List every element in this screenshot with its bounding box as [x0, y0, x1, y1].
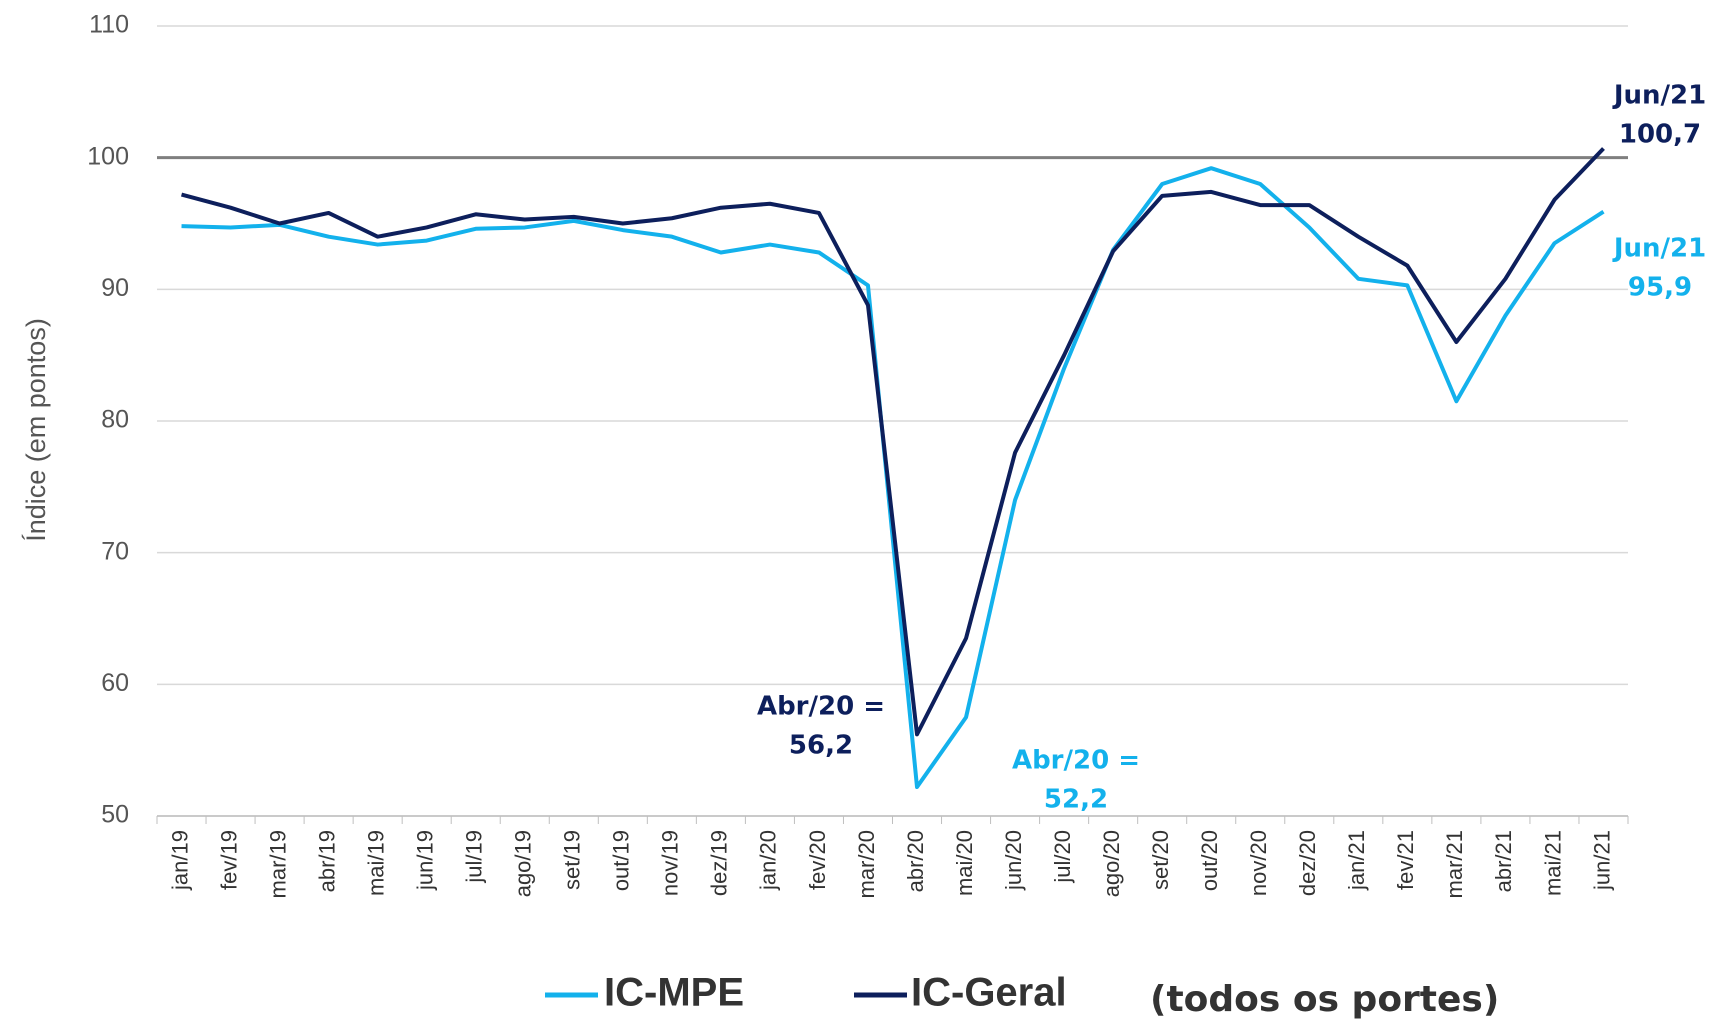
- x-tick-label: jun/20: [1001, 830, 1026, 891]
- x-tick-label: dez/19: [707, 830, 732, 896]
- x-tick-label: jul/19: [462, 830, 487, 884]
- x-tick-label: mai/21: [1540, 830, 1565, 896]
- x-tick-label: set/19: [560, 830, 585, 890]
- annotation: 100,7: [1619, 120, 1701, 150]
- annotation: Jun/21: [1612, 81, 1706, 111]
- series-line: [181, 166, 1605, 790]
- legend-note: (todos os portes): [1150, 979, 1499, 1020]
- y-tick-label: 60: [101, 669, 129, 697]
- annotation: Abr/20 =: [1012, 746, 1140, 776]
- annotation: 95,9: [1628, 273, 1692, 303]
- x-tick-label: jan/19: [167, 830, 192, 891]
- x-tick-label: jun/19: [412, 830, 437, 891]
- x-tick-label: fev/20: [805, 830, 830, 890]
- legend-label: IC-Geral: [911, 971, 1067, 1015]
- x-tick-label: abr/21: [1491, 830, 1516, 892]
- x-tick-label: jan/20: [756, 830, 781, 891]
- y-tick-label: 70: [101, 537, 129, 565]
- x-tick-label: mar/21: [1442, 830, 1467, 898]
- x-tick-label: mai/20: [952, 830, 977, 896]
- x-tick-label: abr/19: [314, 830, 339, 892]
- x-tick-label: set/20: [1148, 830, 1173, 890]
- annotation: 56,2: [789, 731, 853, 761]
- x-tick-label: fev/19: [216, 830, 241, 890]
- x-tick-label: out/20: [1197, 830, 1222, 891]
- x-tick-label: nov/20: [1246, 830, 1271, 896]
- x-tick-label: jan/21: [1344, 830, 1369, 891]
- annotation: Jun/21: [1612, 234, 1706, 264]
- y-tick-label: 50: [101, 801, 129, 829]
- legend-label: IC-MPE: [604, 971, 744, 1015]
- x-tick-label: mar/19: [265, 830, 290, 898]
- y-tick-label: 80: [101, 406, 129, 434]
- x-tick-label: jun/21: [1589, 830, 1614, 891]
- x-tick-label: jul/20: [1050, 830, 1075, 884]
- x-tick-label: ago/20: [1099, 830, 1124, 897]
- y-tick-label: 110: [89, 11, 129, 39]
- x-tick-label: nov/19: [658, 830, 683, 896]
- x-tick-label: mai/19: [363, 830, 388, 896]
- y-tick-label: 100: [87, 142, 129, 170]
- x-tick-label: mar/20: [854, 830, 879, 898]
- x-tick-label: out/19: [609, 830, 634, 891]
- x-tick-label: abr/20: [903, 830, 928, 892]
- x-tick-label: fev/21: [1393, 830, 1418, 890]
- y-axis-label: Índice (em pontos): [21, 318, 51, 542]
- annotation: Abr/20 =: [757, 692, 885, 722]
- x-tick-label: ago/19: [511, 830, 536, 897]
- x-tick-label: dez/20: [1295, 830, 1320, 896]
- annotation: 52,2: [1044, 785, 1108, 815]
- series-line: [180, 147, 1605, 737]
- y-tick-label: 90: [101, 274, 129, 302]
